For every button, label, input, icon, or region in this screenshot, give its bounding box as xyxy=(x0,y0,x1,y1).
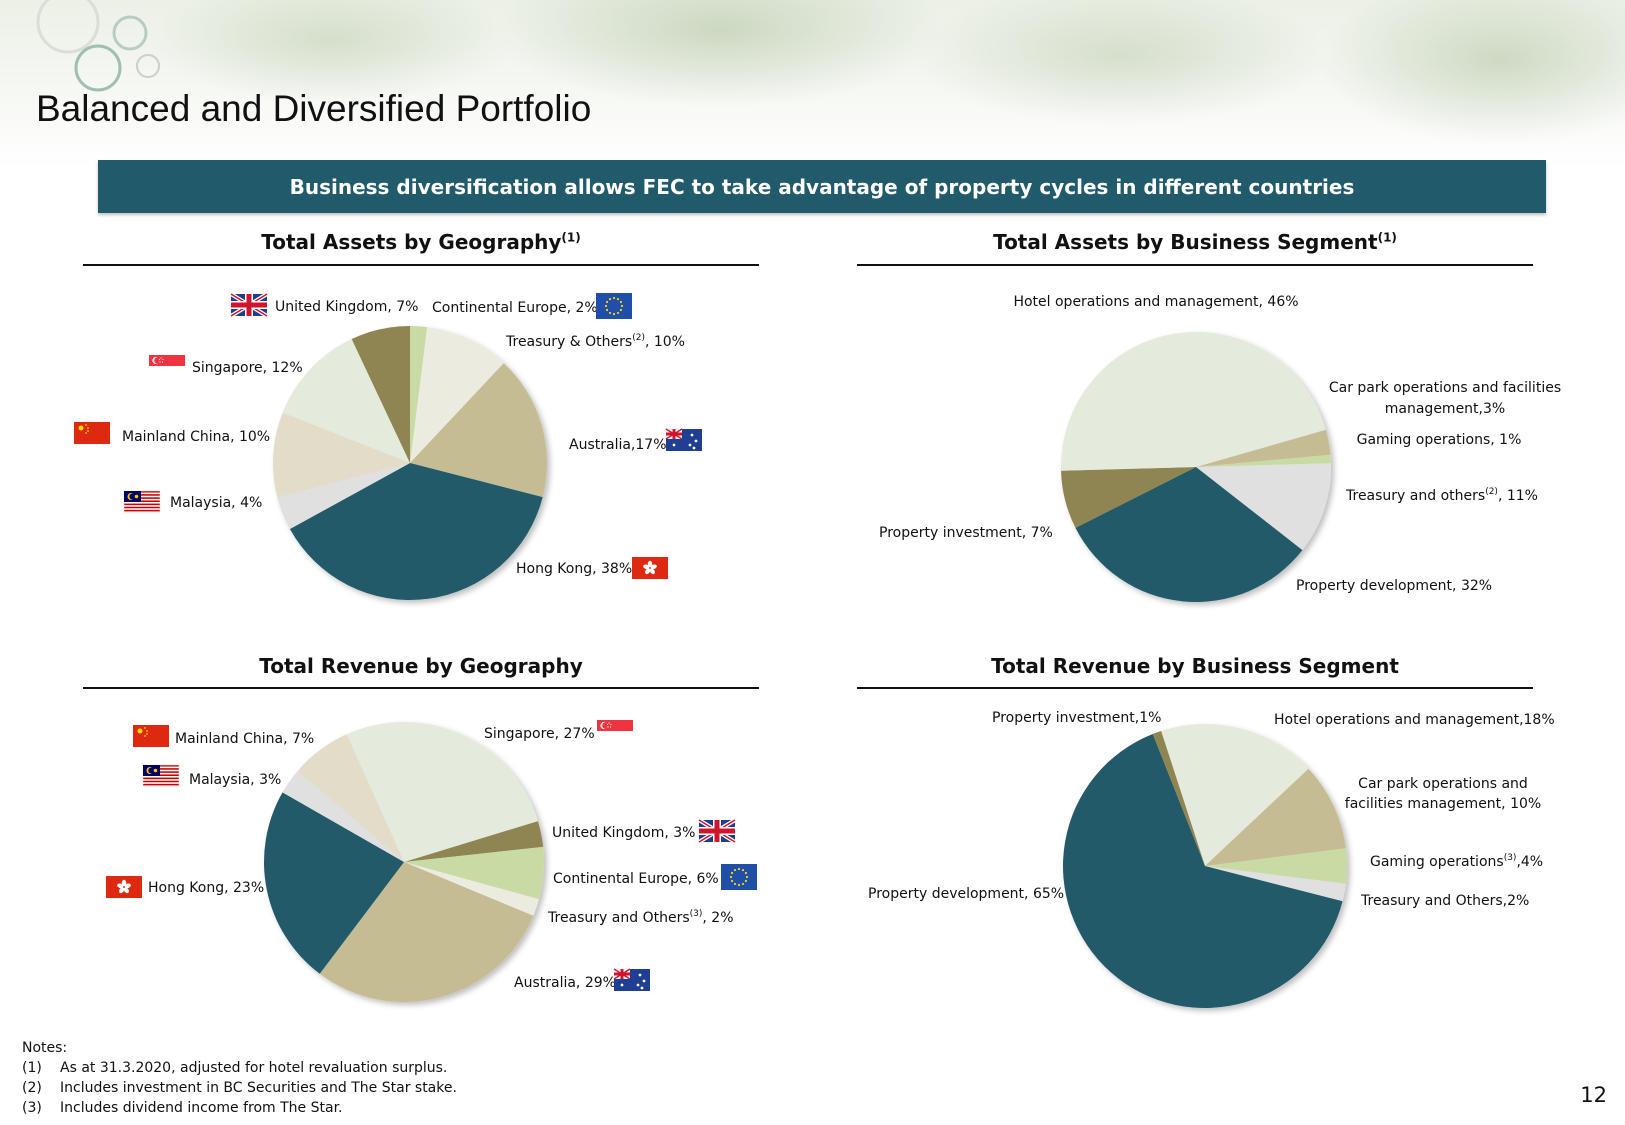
uk-flag-icon xyxy=(229,292,269,318)
pie-slice-united-kingdom xyxy=(351,326,410,463)
revenue-geo-rule xyxy=(83,687,759,689)
data-label: United Kingdom, 3% xyxy=(552,825,695,841)
uk-flag-icon xyxy=(697,818,737,844)
data-label: Hotel operations and management,18% xyxy=(1274,712,1555,728)
data-label: Gaming operations, 1% xyxy=(1357,432,1522,448)
revenue-seg-rule xyxy=(857,687,1533,689)
revenue_geo-pie xyxy=(263,721,544,1002)
pie-slice-singapore xyxy=(282,339,410,463)
data-label: Property development, 65% xyxy=(868,886,1064,902)
data-label: facilities management, 10% xyxy=(1345,796,1541,812)
data-label: Mainland China, 10% xyxy=(122,429,270,445)
revenue-seg-title: Total Revenue by Business Segment xyxy=(991,654,1399,678)
data-label: Property investment,1% xyxy=(992,710,1161,726)
pie-slice-hong-kong xyxy=(289,463,543,600)
revenue_seg-pie xyxy=(1063,724,1347,1008)
pie-slice-united-kingdom xyxy=(404,821,544,862)
data-label: Mainland China, 7% xyxy=(175,731,314,747)
note-item: (1) As at 31.3.2020, adjusted for hotel r… xyxy=(22,1060,448,1076)
data-label: Singapore, 27% xyxy=(484,726,595,742)
pie-slice-malaysia xyxy=(282,770,404,862)
my-flag-icon xyxy=(123,490,161,514)
assets-seg-title: Total Assets by Business Segment(1) xyxy=(993,230,1397,254)
pie-slice-gaming-operations xyxy=(1196,454,1331,467)
au-flag-icon xyxy=(613,968,650,991)
pie-slice-continental-europe xyxy=(410,326,428,463)
notes-heading: Notes: xyxy=(22,1040,68,1056)
header-foliage-background xyxy=(0,0,1625,170)
pie-slice-singapore xyxy=(346,721,538,862)
data-label: Australia,17% xyxy=(569,437,667,453)
pie-slice-mainland-china xyxy=(272,412,410,498)
pie-slice-australia xyxy=(319,862,534,1002)
data-label: Hong Kong, 23% xyxy=(148,880,264,896)
cn-flag-icon xyxy=(74,422,110,444)
assets_geo-pie xyxy=(272,326,548,600)
pie-slice-mainland-china xyxy=(297,734,404,862)
decorative-circles-logo xyxy=(36,0,160,92)
assets-geo-title: Total Assets by Geography(1) xyxy=(261,230,581,254)
page-number: 12 xyxy=(1580,1083,1607,1107)
revenue-geo-title: Total Revenue by Geography xyxy=(259,654,583,678)
data-label: Hong Kong, 38% xyxy=(516,561,632,577)
footnotes: Notes: (1) As at 31.3.2020, adjusted for … xyxy=(22,1038,457,1118)
pie-slice-gaming-operations xyxy=(1205,848,1347,884)
hk-flag-icon xyxy=(106,876,142,898)
assets-seg-rule xyxy=(857,264,1533,266)
data-label: Malaysia, 4% xyxy=(170,495,262,511)
data-label: Australia, 29% xyxy=(514,975,616,991)
summary-banner: Business diversification allows FEC to t… xyxy=(98,160,1546,213)
data-label: Gaming operations(3),4% xyxy=(1370,853,1543,870)
data-label: Hotel operations and management, 46% xyxy=(1013,294,1298,310)
data-label: Treasury and Others,2% xyxy=(1360,893,1529,909)
au-flag-icon xyxy=(665,428,702,451)
pie-slice-property-investment xyxy=(1152,730,1205,866)
data-label: Car park operations and facilities xyxy=(1329,380,1561,396)
pie-slice-hong-kong xyxy=(263,792,404,974)
data-label: Malaysia, 3% xyxy=(189,772,281,788)
cn-flag-icon xyxy=(133,725,169,747)
assets-geo-rule xyxy=(83,264,759,266)
data-label: Property development, 32% xyxy=(1296,578,1492,594)
pie-slice-property-development xyxy=(1075,467,1303,602)
data-label: United Kingdom, 7% xyxy=(275,299,418,315)
data-label: Continental Europe, 2% xyxy=(432,300,598,316)
slide-title: Balanced and Diversified Portfolio xyxy=(36,88,592,129)
sg-flag-icon xyxy=(149,355,185,377)
pie-slice-treasury-and-others xyxy=(404,862,539,916)
data-label: Car park operations and xyxy=(1358,776,1528,792)
pie-slice-malaysia xyxy=(277,463,410,529)
pie-slice-property-development xyxy=(1063,733,1343,1008)
data-label: Treasury and Others(3), 2% xyxy=(547,909,734,926)
pie-slice-car-park-operations-and-facilities-management xyxy=(1205,768,1346,866)
data-label: management,3% xyxy=(1385,401,1505,417)
data-label: Continental Europe, 6% xyxy=(553,871,719,887)
pie-slice-australia xyxy=(410,363,548,498)
eu-flag-icon xyxy=(721,864,757,890)
data-label: Treasury and others(2), 11% xyxy=(1345,487,1538,504)
data-label: Treasury & Others(2), 10% xyxy=(505,333,685,350)
pie-slice-property-investment xyxy=(1061,467,1196,528)
data-label: Singapore, 12% xyxy=(192,360,303,376)
sg-flag-icon xyxy=(597,720,633,742)
note-item: (2) Includes investment in BC Securities … xyxy=(22,1080,457,1096)
pie-slice-car-park-operations-and-facilities-management xyxy=(1196,429,1331,467)
hk-flag-icon xyxy=(632,557,668,579)
data-label: Property investment, 7% xyxy=(879,525,1053,541)
assets_seg-pie xyxy=(1060,331,1332,602)
pie-slice-treasury-and-others xyxy=(1196,463,1332,551)
my-flag-icon xyxy=(142,764,180,788)
pie-slice-treasury-others xyxy=(410,327,504,463)
pie-slice-continental-europe xyxy=(404,846,544,900)
note-item: (3) Includes dividend income from The Sta… xyxy=(22,1100,343,1116)
pie-slice-treasury-and-others xyxy=(1205,866,1346,902)
pie-slice-hotel-operations-and-management xyxy=(1161,724,1309,866)
pie-slice-hotel-operations-and-management xyxy=(1060,331,1326,471)
eu-flag-icon xyxy=(596,293,632,319)
